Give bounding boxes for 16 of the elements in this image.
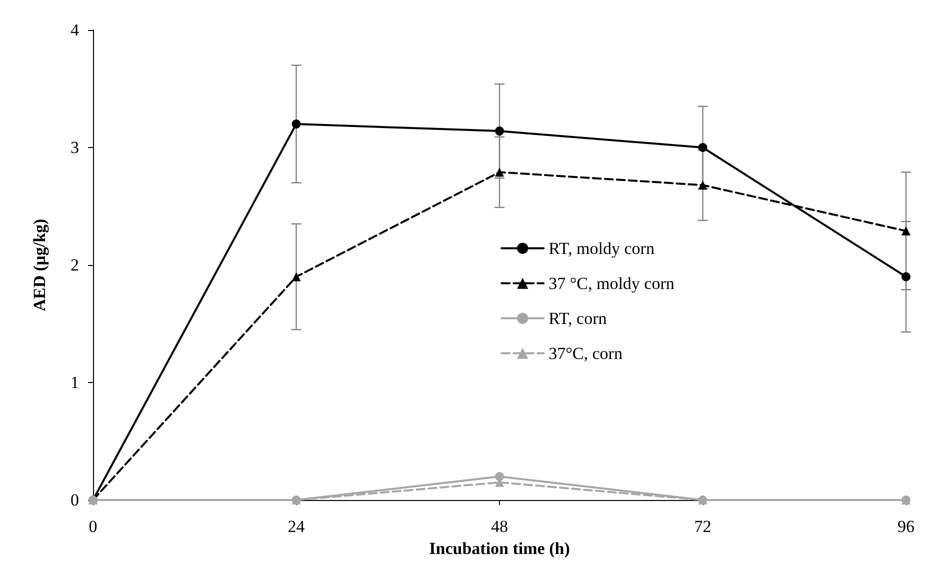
legend-label: RT, moldy corn [548,238,655,258]
x-tick-label: 0 [88,517,98,536]
x-tick-label: 24 [288,517,306,536]
x-tick-label: 48 [491,517,508,536]
y-axis-title: AED (µg/kg) [30,218,49,312]
y-tick-label: 0 [70,490,79,510]
x-axis-title: Incubation time (h) [429,538,570,558]
legend-label: 37°C, corn [548,344,623,363]
y-tick-label: 3 [70,138,79,157]
y-tick-label: 2 [70,256,79,274]
legend-label: 37 °C, moldy corn [548,274,675,293]
legend-label: RT, corn [548,308,608,328]
x-tick-label: 96 [898,517,914,536]
x-tick-label: 72 [694,517,712,536]
y-tick-label: 1 [70,373,79,392]
y-tick-label: 4 [70,20,80,40]
